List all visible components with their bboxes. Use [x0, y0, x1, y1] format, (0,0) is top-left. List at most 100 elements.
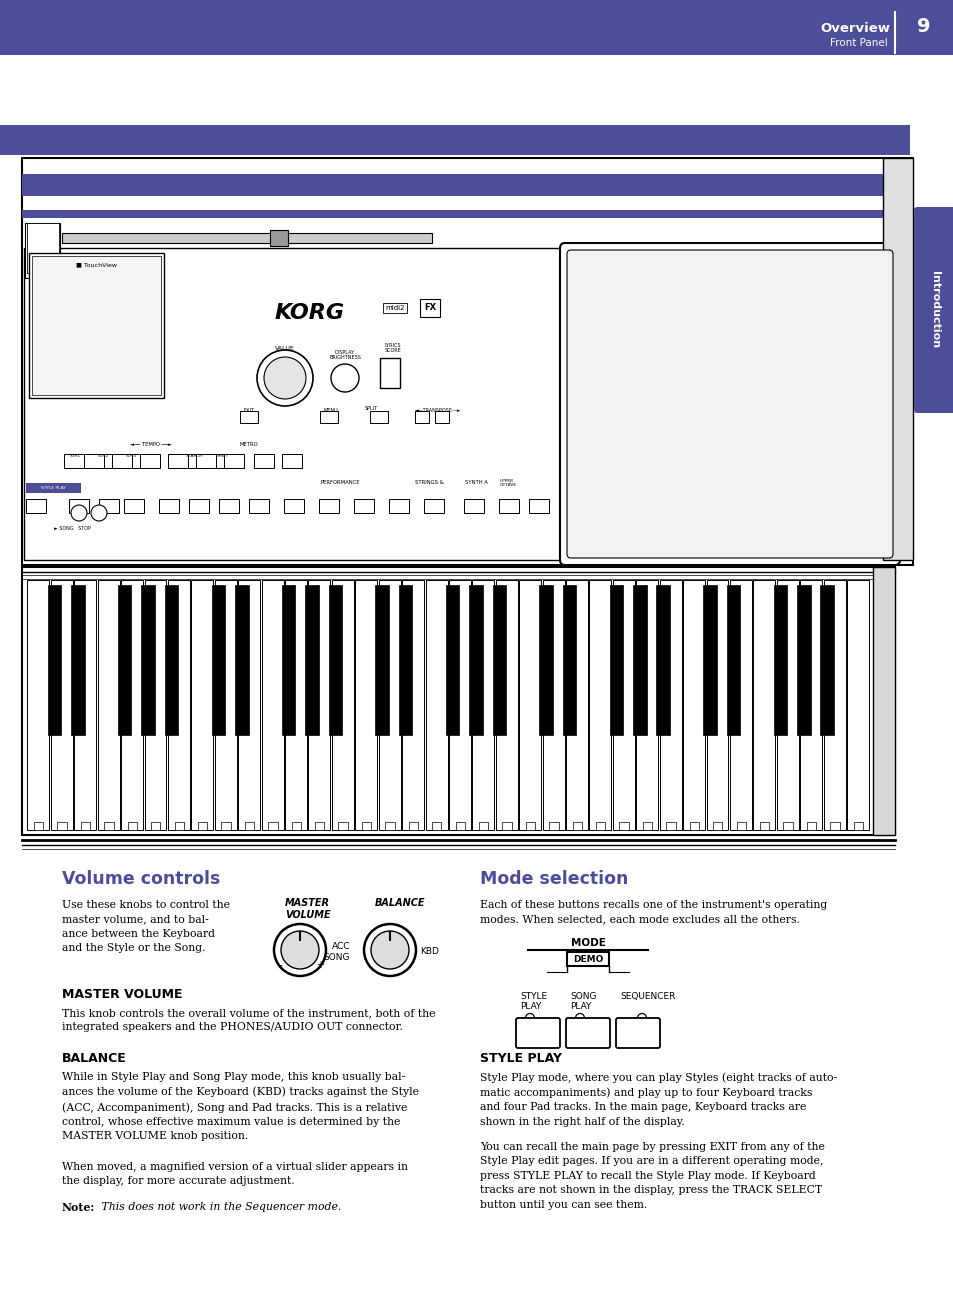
- Circle shape: [281, 931, 318, 969]
- Bar: [22, 174, 912, 196]
- Bar: [118, 585, 132, 735]
- Bar: [145, 579, 167, 831]
- Bar: [120, 454, 142, 468]
- Bar: [221, 821, 231, 831]
- Text: When moved, a magnified version of a virtual slider appears in
the display, for : When moved, a magnified version of a vir…: [62, 1162, 408, 1186]
- Bar: [48, 585, 61, 735]
- Bar: [472, 579, 494, 831]
- Bar: [565, 579, 587, 831]
- Text: Volume controls: Volume controls: [62, 870, 220, 888]
- Bar: [26, 483, 81, 493]
- Bar: [128, 821, 137, 831]
- Bar: [566, 952, 608, 967]
- Bar: [249, 498, 269, 513]
- Bar: [141, 585, 154, 735]
- Bar: [212, 585, 225, 735]
- Bar: [618, 821, 628, 831]
- Text: STR1: STR1: [70, 454, 80, 458]
- Bar: [184, 454, 206, 468]
- Bar: [469, 585, 482, 735]
- Bar: [51, 579, 72, 831]
- Text: SYNTH A: SYNTH A: [464, 480, 487, 485]
- Bar: [496, 579, 517, 831]
- Bar: [549, 821, 558, 831]
- Bar: [432, 821, 441, 831]
- Bar: [168, 454, 188, 468]
- Bar: [0, 126, 909, 156]
- Bar: [402, 579, 424, 831]
- Bar: [633, 585, 646, 735]
- Bar: [529, 498, 548, 513]
- Bar: [375, 585, 389, 735]
- Bar: [34, 821, 43, 831]
- Text: EXIT: EXIT: [244, 408, 254, 412]
- Bar: [159, 498, 179, 513]
- Bar: [74, 579, 96, 831]
- Bar: [423, 498, 443, 513]
- Bar: [379, 358, 399, 388]
- Bar: [612, 579, 634, 831]
- Bar: [518, 579, 540, 831]
- Text: ACC
SONG: ACC SONG: [323, 942, 350, 961]
- Bar: [589, 579, 611, 831]
- Bar: [806, 821, 815, 831]
- Bar: [192, 579, 213, 831]
- Text: KORG: KORG: [274, 303, 345, 323]
- Bar: [224, 454, 244, 468]
- Text: METRO: METRO: [240, 442, 258, 447]
- Bar: [776, 579, 798, 831]
- Text: ► SONG   STOP: ► SONG STOP: [54, 526, 91, 531]
- Bar: [91, 454, 113, 468]
- Bar: [168, 579, 190, 831]
- Bar: [853, 821, 862, 831]
- Bar: [435, 411, 449, 422]
- Text: SPLIT: SPLIT: [365, 405, 377, 411]
- Bar: [354, 498, 374, 513]
- Circle shape: [71, 505, 87, 521]
- Bar: [214, 579, 236, 831]
- Bar: [872, 566, 894, 835]
- Bar: [292, 821, 300, 831]
- Circle shape: [256, 351, 313, 405]
- Bar: [736, 821, 745, 831]
- Bar: [197, 821, 207, 831]
- Circle shape: [371, 931, 409, 969]
- Bar: [284, 498, 304, 513]
- Bar: [270, 230, 288, 246]
- Bar: [25, 222, 60, 279]
- Bar: [22, 566, 894, 835]
- Bar: [415, 411, 429, 422]
- Bar: [238, 579, 260, 831]
- Bar: [659, 579, 681, 831]
- Bar: [27, 222, 59, 273]
- Text: LYRICS
SCORE: LYRICS SCORE: [385, 343, 401, 353]
- Circle shape: [637, 1014, 646, 1023]
- Text: VALUE: VALUE: [274, 345, 294, 351]
- Bar: [121, 579, 143, 831]
- Bar: [502, 821, 511, 831]
- Bar: [338, 821, 348, 831]
- Bar: [84, 454, 104, 468]
- Bar: [29, 252, 164, 398]
- Bar: [378, 579, 400, 831]
- FancyBboxPatch shape: [913, 207, 953, 413]
- Bar: [882, 158, 912, 560]
- Bar: [846, 579, 868, 831]
- Bar: [796, 585, 810, 735]
- Text: DEMO: DEMO: [572, 955, 602, 964]
- FancyBboxPatch shape: [516, 1018, 559, 1048]
- Text: MASTER
VOLUME: MASTER VOLUME: [285, 899, 331, 920]
- Text: SHIFT: SHIFT: [216, 454, 229, 458]
- Bar: [268, 821, 277, 831]
- Bar: [542, 579, 564, 831]
- Bar: [332, 579, 354, 831]
- Bar: [498, 498, 518, 513]
- Bar: [69, 498, 89, 513]
- Text: Note:: Note:: [62, 1202, 95, 1213]
- Circle shape: [364, 923, 416, 976]
- Bar: [57, 821, 67, 831]
- Bar: [314, 821, 324, 831]
- Bar: [282, 454, 302, 468]
- Text: Use these knobs to control the
master volume, and to bal-
ance between the Keybo: Use these knobs to control the master vo…: [62, 900, 230, 954]
- Bar: [97, 579, 119, 831]
